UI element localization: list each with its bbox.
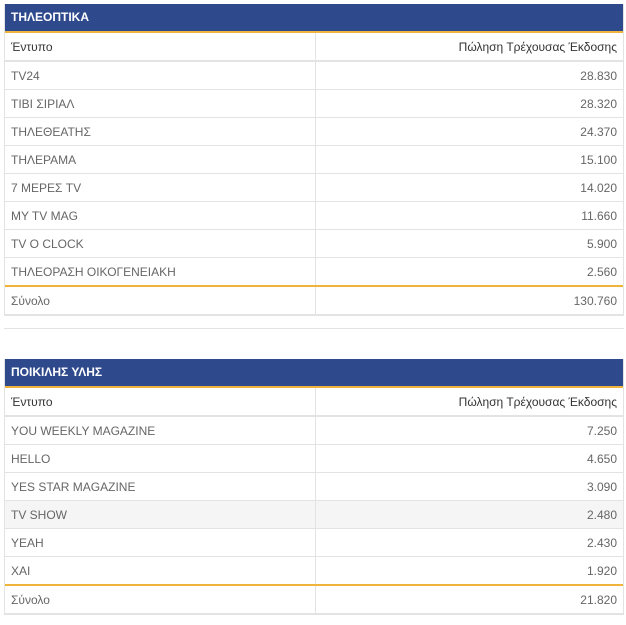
column-header-name: Έντυπο [5,33,316,62]
publication-sales: 24.370 [315,117,623,146]
table-header-row: Έντυπο Πώληση Τρέχουσας Έκδοσης [5,33,623,62]
table-row: 7 ΜΕΡΕΣ TV 14.020 [5,173,623,202]
publication-sales: 4.650 [315,444,623,473]
table-row: ΤΗΛΕΟΡΑΣΗ ΟΙΚΟΓΕΝΕΙΑΚΗ 2.560 [5,257,623,287]
table-row: ΤΙΒΙ ΣΙΡΙΑΛ 28.320 [5,89,623,118]
table-poikilis-ylis: ΠΟΙΚΙΛΗΣ ΥΛΗΣ Έντυπο Πώληση Τρέχουσας Έκ… [4,359,624,615]
total-label: Σύνολο [5,285,316,315]
publication-name: ΤΗΛΕΡΑΜΑ [5,145,316,174]
publication-sales: 14.020 [315,173,623,202]
publication-name: HELLO [5,444,316,473]
publication-name: XAI [5,556,316,586]
publication-sales: 7.250 [315,416,623,445]
table-title: ΠΟΙΚΙΛΗΣ ΥΛΗΣ [5,359,623,388]
publication-sales: 2.480 [315,500,623,529]
publication-name: 7 ΜΕΡΕΣ TV [5,173,316,202]
total-row: Σύνολο 21.820 [5,584,623,614]
table-row: TV O CLOCK 5.900 [5,229,623,258]
table-row: ΤΗΛΕΡΑΜΑ 15.100 [5,145,623,174]
publication-sales: 28.320 [315,89,623,118]
table-row: XAI 1.920 [5,556,623,586]
table-row: YES STAR MAGAZINE 3.090 [5,472,623,501]
table-row: ΤΗΛΕΘΕΑΤΗΣ 24.370 [5,117,623,146]
publication-name: TV24 [5,61,316,90]
table-row: YEAH 2.430 [5,528,623,557]
publication-sales: 28.830 [315,61,623,90]
publication-name: ΤΗΛΕΟΡΑΣΗ ΟΙΚΟΓΕΝΕΙΑΚΗ [5,257,316,287]
table-row: TV SHOW 2.480 [5,500,623,529]
publication-sales: 2.560 [315,257,623,287]
table-row: YOU WEEKLY MAGAZINE 7.250 [5,416,623,445]
publication-name: YOU WEEKLY MAGAZINE [5,416,316,445]
sales-table: Έντυπο Πώληση Τρέχουσας Έκδοσης TV24 28.… [5,33,623,315]
table-row: HELLO 4.650 [5,444,623,473]
publication-name: YEAH [5,528,316,557]
column-header-name: Έντυπο [5,388,316,417]
table-title: ΤΗΛΕΟΠΤΙΚΑ [5,4,623,33]
publication-name: ΤΗΛΕΘΕΑΤΗΣ [5,117,316,146]
publication-name: TV O CLOCK [5,229,316,258]
section-divider [4,328,624,329]
table-tileoptika: ΤΗΛΕΟΠΤΙΚΑ Έντυπο Πώληση Τρέχουσας Έκδοσ… [4,4,624,316]
publication-sales: 1.920 [315,556,623,586]
total-label: Σύνολο [5,584,316,614]
table-header-row: Έντυπο Πώληση Τρέχουσας Έκδοσης [5,388,623,417]
table-row: TV24 28.830 [5,61,623,90]
publication-sales: 3.090 [315,472,623,501]
publication-sales: 2.430 [315,528,623,557]
column-header-sales: Πώληση Τρέχουσας Έκδοσης [315,388,623,417]
publication-sales: 15.100 [315,145,623,174]
publication-name: TV SHOW [5,500,316,529]
publication-name: ΤΙΒΙ ΣΙΡΙΑΛ [5,89,316,118]
column-header-sales: Πώληση Τρέχουσας Έκδοσης [315,33,623,62]
total-value: 21.820 [315,584,623,614]
publication-name: YES STAR MAGAZINE [5,472,316,501]
publication-name: MY TV MAG [5,201,316,230]
table-row: MY TV MAG 11.660 [5,201,623,230]
total-row: Σύνολο 130.760 [5,285,623,315]
total-value: 130.760 [315,285,623,315]
publication-sales: 11.660 [315,201,623,230]
sales-table: Έντυπο Πώληση Τρέχουσας Έκδοσης YOU WEEK… [5,388,623,614]
publication-sales: 5.900 [315,229,623,258]
